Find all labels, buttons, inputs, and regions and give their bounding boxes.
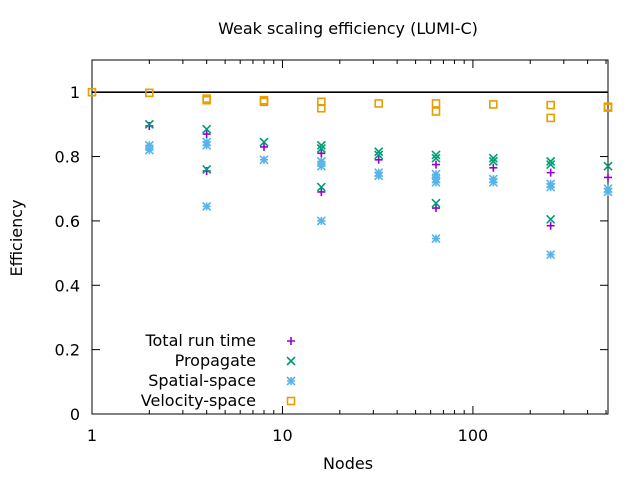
point-square	[431, 107, 441, 116]
point-cross	[488, 156, 498, 166]
point-cross	[431, 153, 441, 163]
point-square	[489, 100, 498, 109]
point-star	[202, 201, 212, 211]
legend-marker	[286, 396, 296, 406]
point-cross	[144, 119, 154, 129]
point-star	[488, 177, 498, 187]
x-tick-label: 1	[87, 426, 97, 445]
point-cross	[488, 153, 498, 163]
data-points	[87, 87, 613, 260]
point-cross	[431, 150, 441, 160]
y-tick-label: 0.2	[55, 341, 80, 360]
point-plus	[202, 167, 211, 176]
point-cross	[316, 182, 326, 192]
y-tick-label: 1	[70, 83, 80, 102]
point-cross	[259, 137, 269, 147]
point-square	[317, 103, 326, 113]
legend-marker	[286, 376, 296, 386]
point-star	[202, 140, 212, 150]
legend: Total run timePropagateSpatial-spaceVelo…	[141, 331, 296, 410]
point-square	[374, 99, 383, 108]
point-cross	[374, 147, 384, 157]
point-square	[259, 97, 269, 107]
point-plus	[546, 221, 555, 230]
chart-title: Weak scaling efficiency (LUMI-C)	[218, 19, 478, 38]
x-tick-label: 100	[458, 426, 489, 445]
point-square	[202, 95, 211, 105]
legend-label: Velocity-space	[141, 391, 256, 410]
point-cross	[546, 214, 556, 224]
point-star	[603, 187, 613, 197]
point-plus	[604, 173, 612, 182]
point-square	[431, 99, 441, 108]
point-cross	[546, 160, 556, 170]
point-star	[316, 156, 326, 166]
point-cross	[603, 161, 613, 171]
legend-marker	[286, 356, 296, 366]
legend-label: Total run time	[144, 331, 256, 350]
y-tick-label: 0.8	[55, 148, 80, 167]
point-star	[374, 171, 384, 181]
point-plus	[145, 121, 154, 130]
point-plus	[432, 204, 440, 213]
legend-label: Propagate	[175, 351, 256, 370]
point-plus	[202, 130, 211, 139]
point-plus	[546, 168, 555, 177]
point-star	[546, 250, 556, 260]
x-tick-label: 10	[272, 426, 292, 445]
point-star	[144, 145, 154, 155]
series-3	[87, 87, 613, 123]
point-plus	[374, 155, 383, 164]
point-cross	[431, 198, 441, 208]
series-1	[144, 119, 613, 224]
x-axis-label: Nodes	[323, 454, 373, 473]
point-cross	[374, 150, 384, 160]
point-plus	[317, 149, 326, 158]
point-square	[546, 113, 555, 123]
y-tick-label: 0	[70, 405, 80, 424]
point-cross	[546, 156, 556, 166]
point-square	[87, 87, 97, 97]
point-star	[259, 155, 269, 165]
legend-marker	[287, 337, 295, 345]
point-star	[431, 177, 441, 187]
point-square	[546, 100, 555, 110]
point-cross	[202, 164, 212, 174]
plot-frame	[91, 59, 609, 415]
point-plus	[489, 163, 498, 172]
point-star	[316, 161, 326, 171]
y-axis-label: Efficiency	[7, 199, 26, 276]
point-square	[603, 103, 613, 112]
y-tick-label: 0.4	[55, 276, 80, 295]
point-cross	[316, 143, 326, 154]
point-cross	[316, 140, 326, 150]
point-square	[145, 88, 154, 98]
point-star	[144, 140, 154, 150]
point-star	[431, 234, 441, 244]
point-plus	[317, 187, 326, 196]
y-tick-label: 0.6	[55, 212, 80, 231]
point-cross	[202, 124, 212, 134]
legend-label: Spatial-space	[148, 371, 256, 390]
point-plus	[432, 160, 440, 169]
point-star	[431, 169, 441, 179]
point-plus	[260, 142, 268, 151]
series-2	[144, 137, 613, 260]
point-star	[546, 182, 556, 192]
axes: 0 0.2 0.4 0.6 0.8 1 1 10 100	[55, 59, 609, 445]
point-star	[316, 216, 326, 226]
